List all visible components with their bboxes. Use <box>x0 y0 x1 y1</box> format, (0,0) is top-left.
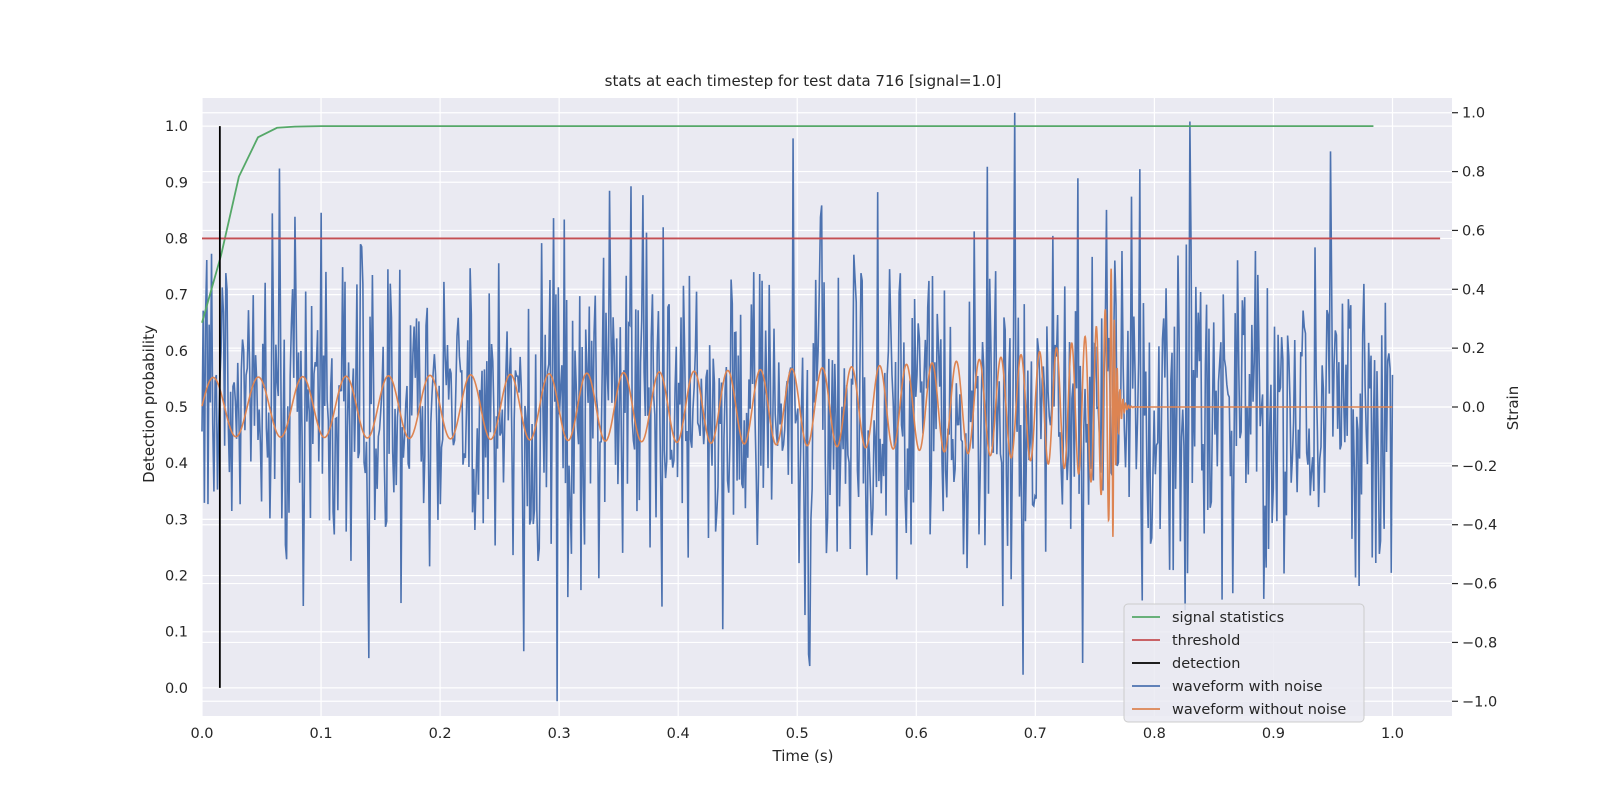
y-tick-label: 0.0 <box>165 681 188 697</box>
y2-tick-label: 0.6 <box>1462 223 1485 239</box>
tick-layer: 0.0 0.1 0.2 0.3 0.4 0.5 0.6 0.7 0.8 0.9 1.0 0.0 0.1 0… <box>165 106 1497 742</box>
chart-title: stats at each timestep for test data 716… <box>605 72 1002 90</box>
x-tick-label: 0.0 <box>190 726 213 742</box>
y-tick-label: 0.9 <box>165 175 188 191</box>
y-tick-label: 0.5 <box>165 400 188 416</box>
x-tick-label: 0.3 <box>548 726 571 742</box>
y2-tick-label: 0.2 <box>1462 341 1485 357</box>
x-tick-label: 0.9 <box>1262 726 1285 742</box>
x-tick-label: 0.4 <box>667 726 690 742</box>
y2-tick-label: 0.8 <box>1462 165 1485 181</box>
legend-label: waveform with noise <box>1172 679 1323 695</box>
legend-box <box>1123 603 1365 723</box>
y-tick-label: 0.8 <box>165 231 188 247</box>
x-tick-label: 1.0 <box>1381 726 1404 742</box>
legend-label: detection <box>1172 656 1240 672</box>
series-waveform-with-noise <box>201 112 1394 702</box>
legend-label: signal statistics <box>1172 610 1284 626</box>
legend-label: threshold <box>1172 633 1240 649</box>
x-axis-label: Time (s) <box>772 747 834 765</box>
y-tick-label: 0.4 <box>165 456 188 472</box>
y-tick-label: 0.6 <box>165 344 188 360</box>
x-tick-label: 0.2 <box>429 726 452 742</box>
series-waveform-without-noise <box>201 268 1393 537</box>
x-tick-label: 0.6 <box>905 726 928 742</box>
x-tick-label: 0.7 <box>1024 726 1047 742</box>
series-signal-statistics <box>201 125 1374 323</box>
y2-tick-label: −0.6 <box>1462 577 1497 593</box>
y-tick-label: 1.0 <box>165 119 188 135</box>
y2-tick-label: −0.2 <box>1462 459 1497 475</box>
y2-tick-label: 0.4 <box>1462 282 1485 298</box>
y-tick-label: 0.3 <box>165 512 188 528</box>
y2-tick-label: −1.0 <box>1462 694 1497 710</box>
x-tick-label: 0.1 <box>310 726 333 742</box>
y-tick-label: 0.7 <box>165 288 188 304</box>
y-axis-label: Detection probability <box>140 325 158 483</box>
y2-axis-label: Strain <box>1504 386 1522 430</box>
series-layer <box>201 112 1441 702</box>
y-tick-label: 0.2 <box>165 569 188 585</box>
y-tick-label: 0.1 <box>165 625 188 641</box>
y2-tick-label: −0.4 <box>1462 518 1497 534</box>
legend-label: waveform without noise <box>1172 702 1346 718</box>
y2-tick-label: 0.0 <box>1462 400 1485 416</box>
x-tick-label: 0.8 <box>1143 726 1166 742</box>
y2-tick-label: 1.0 <box>1462 106 1485 122</box>
legend: signal statistics threshold detection wavef… <box>1123 603 1365 723</box>
y2-tick-label: −0.8 <box>1462 635 1497 651</box>
x-tick-label: 0.5 <box>786 726 809 742</box>
